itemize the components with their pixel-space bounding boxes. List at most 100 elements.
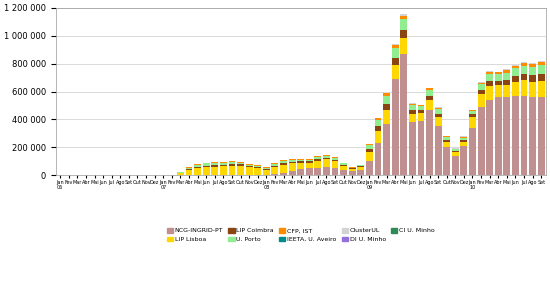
Bar: [392, 48, 399, 58]
Bar: [529, 82, 536, 97]
Bar: [477, 82, 485, 83]
Bar: [426, 96, 433, 100]
Bar: [366, 144, 373, 145]
Bar: [332, 168, 338, 175]
Bar: [323, 167, 330, 175]
Bar: [503, 70, 510, 73]
Bar: [538, 62, 544, 65]
Bar: [383, 104, 390, 110]
Bar: [185, 169, 192, 171]
Bar: [469, 117, 476, 128]
Bar: [332, 161, 338, 168]
Bar: [375, 131, 382, 143]
Bar: [203, 163, 210, 165]
Bar: [392, 65, 399, 79]
Bar: [306, 168, 313, 175]
Bar: [434, 117, 442, 127]
Bar: [443, 140, 450, 142]
Bar: [495, 74, 502, 81]
Bar: [400, 30, 407, 38]
Bar: [383, 124, 390, 175]
Bar: [452, 148, 459, 149]
Bar: [469, 128, 476, 175]
Bar: [280, 160, 287, 161]
Bar: [323, 159, 330, 167]
Bar: [477, 94, 485, 107]
Bar: [434, 114, 442, 117]
Bar: [529, 76, 536, 82]
Bar: [366, 152, 373, 161]
Bar: [263, 167, 270, 168]
Bar: [538, 97, 544, 175]
Bar: [529, 63, 536, 67]
Bar: [512, 66, 519, 68]
Bar: [452, 156, 459, 175]
Bar: [529, 67, 536, 76]
Bar: [332, 158, 338, 160]
Bar: [358, 167, 364, 170]
Bar: [460, 138, 468, 140]
Bar: [306, 160, 313, 161]
Bar: [409, 106, 416, 110]
Bar: [512, 65, 519, 66]
Bar: [185, 171, 192, 175]
Bar: [306, 163, 313, 168]
Bar: [400, 14, 407, 16]
Bar: [383, 93, 390, 96]
Bar: [409, 110, 416, 114]
Bar: [194, 164, 201, 165]
Bar: [297, 160, 304, 161]
Bar: [469, 110, 476, 111]
Bar: [185, 167, 192, 168]
Bar: [383, 110, 390, 124]
Bar: [349, 171, 356, 175]
Bar: [417, 106, 425, 110]
Bar: [272, 164, 278, 166]
Bar: [211, 167, 218, 175]
Bar: [426, 100, 433, 110]
Bar: [332, 160, 338, 161]
Bar: [280, 161, 287, 163]
Bar: [434, 127, 442, 175]
Bar: [280, 165, 287, 173]
Bar: [417, 121, 425, 175]
Bar: [246, 164, 252, 165]
Bar: [512, 96, 519, 175]
Bar: [289, 160, 295, 162]
Bar: [538, 65, 544, 74]
Bar: [315, 157, 321, 159]
Bar: [340, 170, 347, 175]
Bar: [443, 142, 450, 148]
Bar: [177, 172, 184, 173]
Bar: [220, 165, 227, 166]
Bar: [203, 167, 210, 175]
Bar: [323, 155, 330, 158]
Bar: [254, 168, 261, 175]
Bar: [366, 161, 373, 175]
Bar: [503, 73, 510, 80]
Bar: [486, 86, 493, 100]
Bar: [434, 109, 442, 114]
Bar: [460, 140, 468, 142]
Bar: [486, 74, 493, 81]
Bar: [246, 167, 252, 175]
Bar: [460, 142, 468, 146]
Bar: [194, 167, 201, 168]
Bar: [512, 68, 519, 76]
Bar: [512, 76, 519, 82]
Bar: [323, 158, 330, 159]
Bar: [452, 152, 459, 156]
Bar: [237, 162, 244, 163]
Bar: [521, 96, 527, 175]
Bar: [521, 66, 527, 74]
Bar: [349, 168, 356, 169]
Bar: [417, 105, 425, 106]
Bar: [229, 162, 235, 164]
Bar: [375, 143, 382, 175]
Bar: [306, 161, 313, 163]
Bar: [177, 173, 184, 175]
Bar: [237, 163, 244, 164]
Bar: [392, 45, 399, 48]
Bar: [521, 63, 527, 66]
Bar: [315, 161, 321, 168]
